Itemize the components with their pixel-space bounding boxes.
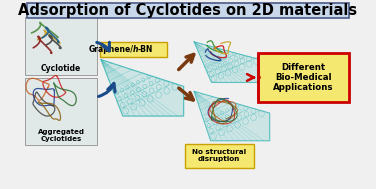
FancyBboxPatch shape xyxy=(27,3,349,18)
Text: -BN: -BN xyxy=(138,45,153,54)
FancyBboxPatch shape xyxy=(258,53,349,102)
Polygon shape xyxy=(101,60,183,116)
FancyBboxPatch shape xyxy=(26,78,97,145)
FancyBboxPatch shape xyxy=(185,144,254,167)
Polygon shape xyxy=(194,91,270,141)
Text: Adsorption of Cyclotides on 2D materials: Adsorption of Cyclotides on 2D materials xyxy=(18,3,358,18)
Text: Aggregated
Cyclotides: Aggregated Cyclotides xyxy=(38,129,85,142)
Polygon shape xyxy=(194,42,264,82)
Text: Cyclotide: Cyclotide xyxy=(41,64,81,73)
Text: Different
Bio-Medical
Applications: Different Bio-Medical Applications xyxy=(273,63,334,92)
FancyBboxPatch shape xyxy=(26,17,97,75)
Text: Graphene/: Graphene/ xyxy=(88,45,133,54)
FancyBboxPatch shape xyxy=(100,42,167,57)
Text: h: h xyxy=(133,45,139,54)
Text: No structural
disruption: No structural disruption xyxy=(192,149,246,162)
